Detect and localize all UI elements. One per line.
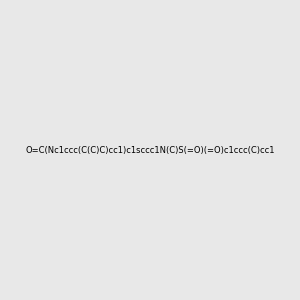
Text: O=C(Nc1ccc(C(C)C)cc1)c1sccc1N(C)S(=O)(=O)c1ccc(C)cc1: O=C(Nc1ccc(C(C)C)cc1)c1sccc1N(C)S(=O)(=O… <box>25 146 275 154</box>
